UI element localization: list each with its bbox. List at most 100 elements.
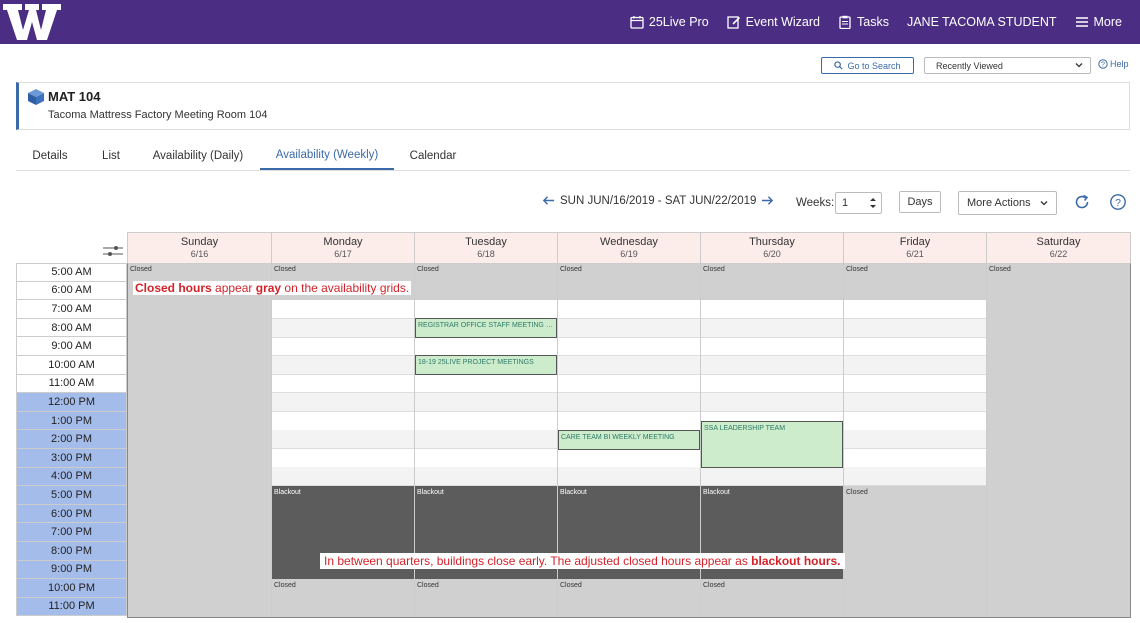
day-date: 6/17 xyxy=(334,249,352,259)
time-slot[interactable] xyxy=(701,356,843,375)
time-slot[interactable] xyxy=(272,337,414,356)
nav-more[interactable]: More xyxy=(1075,15,1122,29)
time-slot[interactable] xyxy=(844,449,986,468)
weeks-stepper[interactable]: 1 xyxy=(835,192,882,214)
time-slot[interactable] xyxy=(844,319,986,338)
time-slot[interactable] xyxy=(844,337,986,356)
time-slot[interactable] xyxy=(272,356,414,375)
time-slot[interactable] xyxy=(558,356,700,375)
day-column-sunday: Closed xyxy=(127,263,271,618)
menu-icon xyxy=(1075,17,1088,27)
time-slot[interactable] xyxy=(558,374,700,393)
annotation-text: In between quarters, buildings close ear… xyxy=(324,554,752,568)
time-slot[interactable] xyxy=(844,300,986,319)
time-slot[interactable] xyxy=(844,393,986,412)
closed-label: Closed xyxy=(846,489,868,496)
days-button[interactable]: Days xyxy=(899,191,941,213)
search-icon xyxy=(834,61,843,70)
refresh-icon[interactable] xyxy=(1073,193,1091,211)
time-slot[interactable] xyxy=(701,393,843,412)
time-slot[interactable] xyxy=(844,374,986,393)
event-block[interactable]: CARE TEAM BI WEEKLY MEETING xyxy=(558,430,700,450)
time-slot[interactable] xyxy=(415,449,557,468)
day-header-wednesday: Wednesday 6/19 xyxy=(557,232,700,264)
time-label: 10:00 PM xyxy=(16,579,127,598)
time-slot[interactable] xyxy=(272,319,414,338)
time-label: 11:00 PM xyxy=(16,597,127,617)
day-header-thursday: Thursday 6/20 xyxy=(700,232,843,264)
help-link[interactable]: ? Help xyxy=(1098,59,1129,69)
spinner-arrows-icon[interactable] xyxy=(869,196,877,210)
event-block[interactable]: SSA LEADERSHIP TEAM xyxy=(701,421,843,468)
go-to-search-button[interactable]: Go to Search xyxy=(821,57,914,74)
time-slot[interactable] xyxy=(558,412,700,431)
day-name: Sunday xyxy=(180,236,219,248)
time-slot[interactable] xyxy=(415,337,557,356)
time-slot[interactable] xyxy=(415,412,557,431)
day-date: 6/18 xyxy=(477,249,495,259)
tab-details[interactable]: Details xyxy=(32,150,68,162)
time-label: 7:00 AM xyxy=(16,300,127,319)
time-slot[interactable] xyxy=(272,374,414,393)
time-slot[interactable] xyxy=(415,300,557,319)
event-block[interactable]: 18-19 25LIVE PROJECT MEETINGS xyxy=(415,355,557,375)
time-slot[interactable] xyxy=(701,337,843,356)
time-slot[interactable] xyxy=(272,467,414,486)
time-slot[interactable] xyxy=(844,430,986,449)
time-slot[interactable] xyxy=(272,412,414,431)
time-slot[interactable] xyxy=(701,374,843,393)
tab-availability-weekly[interactable]: Availability (Weekly) xyxy=(260,142,394,170)
time-slot[interactable] xyxy=(844,467,986,486)
time-slot[interactable] xyxy=(272,449,414,468)
time-slot[interactable] xyxy=(701,300,843,319)
nav-tasks[interactable]: Tasks xyxy=(838,15,889,29)
arrow-left-icon[interactable] xyxy=(542,194,555,207)
time-slot[interactable] xyxy=(558,393,700,412)
nav-user[interactable]: JANE TACOMA STUDENT xyxy=(907,15,1057,29)
time-slot[interactable] xyxy=(701,319,843,338)
tab-availability-daily[interactable]: Availability (Daily) xyxy=(152,150,244,162)
day-header-monday: Monday 6/17 xyxy=(271,232,414,264)
time-slot[interactable] xyxy=(558,337,700,356)
time-label: 6:00 PM xyxy=(16,504,127,524)
day-column-friday[interactable]: Closed Closed xyxy=(843,263,986,618)
closed-block: Closed xyxy=(844,263,986,300)
uw-logo[interactable] xyxy=(2,2,62,42)
sliders-icon[interactable] xyxy=(102,243,124,259)
more-actions-button[interactable]: More Actions xyxy=(958,191,1057,215)
day-column-saturday: Closed xyxy=(986,263,1131,618)
recently-viewed-select[interactable]: Recently Viewed xyxy=(924,57,1091,74)
time-label: 10:00 AM xyxy=(16,355,127,375)
time-slot[interactable] xyxy=(415,467,557,486)
user-name: JANE TACOMA STUDENT xyxy=(906,15,1057,29)
tab-list[interactable]: List xyxy=(102,150,120,162)
time-slot[interactable] xyxy=(844,356,986,375)
time-slot[interactable] xyxy=(415,430,557,449)
time-slot[interactable] xyxy=(558,449,700,468)
time-slot[interactable] xyxy=(415,374,557,393)
annotation-text: Closed hours xyxy=(135,281,212,295)
time-slot[interactable] xyxy=(272,300,414,319)
nav-tasks-label: Tasks xyxy=(857,15,889,29)
time-slot[interactable] xyxy=(272,430,414,449)
help-circle-icon[interactable]: ? xyxy=(1109,193,1127,211)
time-slot[interactable] xyxy=(844,412,986,431)
arrow-right-icon[interactable] xyxy=(761,194,774,207)
closed-block: Closed xyxy=(272,579,414,618)
help-icon: ? xyxy=(1098,59,1108,69)
closed-block: Closed xyxy=(844,486,986,618)
event-block[interactable]: REGISTRAR OFFICE STAFF MEETING 2018-... xyxy=(415,318,557,338)
time-slot[interactable] xyxy=(558,319,700,338)
help-label: Help xyxy=(1110,59,1129,69)
closed-label: Closed xyxy=(560,582,582,589)
time-slot[interactable] xyxy=(415,393,557,412)
nav-event-wizard[interactable]: Event Wizard xyxy=(727,15,820,29)
time-slot[interactable] xyxy=(701,467,843,486)
nav-25live-pro[interactable]: 25Live Pro xyxy=(630,15,709,29)
day-header-saturday: Saturday 6/22 xyxy=(986,232,1131,264)
time-slot[interactable] xyxy=(272,393,414,412)
tab-calendar[interactable]: Calendar xyxy=(409,150,457,162)
time-slot[interactable] xyxy=(558,300,700,319)
closed-label: Closed xyxy=(130,266,152,273)
time-slot[interactable] xyxy=(558,467,700,486)
